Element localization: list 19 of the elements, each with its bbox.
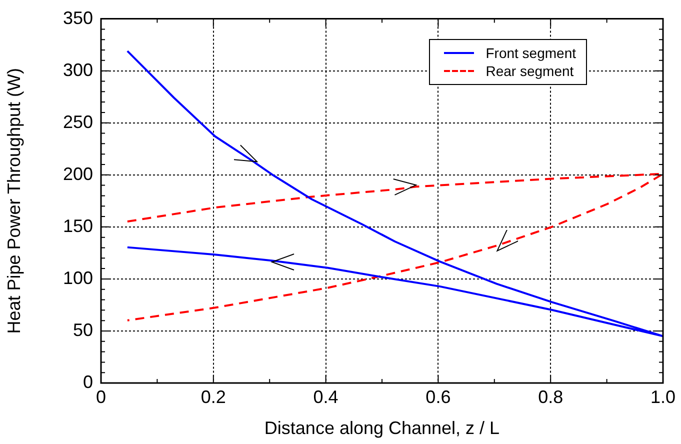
y-tick-label: 50 — [72, 320, 93, 340]
x-tick-label: 0.6 — [426, 386, 451, 407]
x-tick-label: 0.8 — [538, 386, 564, 407]
y-tick-label: 0 — [82, 372, 93, 392]
legend-label: Front segment — [486, 44, 576, 62]
x-axis-title: Distance along Channel, z / L — [264, 418, 500, 438]
x-tick-label: 1.0 — [650, 386, 676, 407]
y-axis-title: Heat Pipe Power Throughput (W) — [4, 68, 24, 334]
x-tick-label: 0.4 — [313, 386, 338, 407]
y-tick-label: 350 — [62, 8, 93, 28]
line-series — [126, 172, 663, 322]
x-tick-label: 0 — [96, 386, 106, 407]
x-tick-label: 0.2 — [200, 386, 226, 407]
y-tick-label: 150 — [62, 216, 93, 236]
y-tick-label: 300 — [62, 60, 93, 80]
y-tick-label: 100 — [62, 268, 93, 288]
y-tick-label: 200 — [62, 164, 93, 184]
y-tick-label: 250 — [62, 112, 93, 132]
legend-label: Rear segment — [486, 62, 574, 80]
